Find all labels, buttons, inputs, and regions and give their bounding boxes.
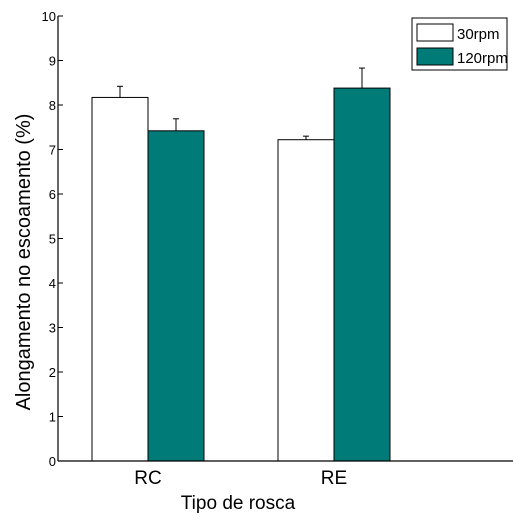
- x-tick-label-re: RE: [321, 468, 347, 489]
- y-tick-label: 2: [49, 365, 56, 380]
- y-ticks: 0 1 2 3 4 5 6 7 8 9 10: [42, 9, 63, 469]
- legend-label-120rpm: 120rpm: [457, 50, 508, 67]
- y-tick-label: 6: [49, 187, 56, 202]
- x-tick-label-rc: RC: [134, 468, 161, 489]
- bar-rc-120rpm: [147, 130, 205, 462]
- legend-swatch-30rpm: [416, 23, 454, 42]
- error-bars-layer: [117, 67, 365, 140]
- y-tick-label: 8: [49, 98, 56, 113]
- bar-re-120rpm: [333, 87, 391, 462]
- bar-re-30rpm: [277, 139, 335, 462]
- y-axis-title: Alongamento no escoamento (%): [13, 114, 35, 411]
- legend: 30rpm 120rpm: [411, 17, 508, 71]
- bar-rc-30rpm: [91, 96, 149, 462]
- y-tick-label: 3: [49, 321, 56, 336]
- bars-layer: [91, 87, 391, 462]
- y-tick-label: 4: [49, 276, 56, 291]
- y-tick-label: 5: [49, 232, 56, 247]
- legend-swatch-120rpm: [416, 47, 454, 66]
- y-tick-label: 9: [49, 54, 56, 69]
- y-tick-label: 0: [49, 454, 56, 469]
- y-tick-label: 1: [49, 410, 56, 425]
- y-tick-label: 7: [49, 143, 56, 158]
- x-axis-title: Tipo de rosca: [181, 493, 296, 514]
- x-ticks: RC RE: [134, 456, 347, 489]
- y-tick-label: 10: [42, 9, 56, 24]
- legend-label-30rpm: 30rpm: [457, 26, 500, 43]
